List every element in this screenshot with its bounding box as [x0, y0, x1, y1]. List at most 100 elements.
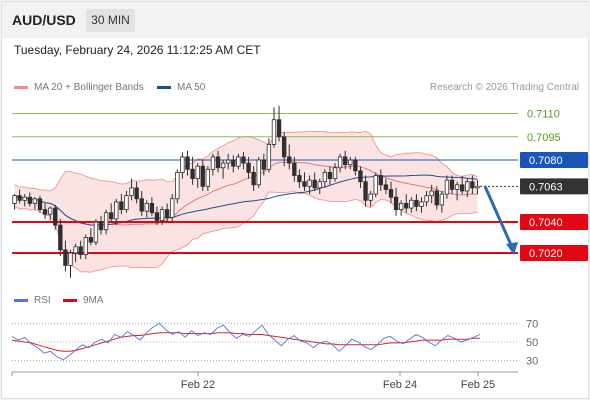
candle-body	[73, 246, 78, 254]
interval-button[interactable]: 30 MIN	[86, 9, 135, 32]
legend-swatch-rsi	[14, 299, 28, 302]
header-bar: AUD/USD 30 MIN	[2, 2, 590, 38]
candle-body	[439, 193, 445, 206]
candle-body	[144, 202, 149, 212]
candle-body	[292, 162, 297, 176]
candle-body	[210, 156, 216, 170]
candle-body	[256, 159, 261, 186]
symbol-label: AUD/USD	[12, 12, 76, 28]
candle-body	[322, 171, 328, 183]
candle-body	[419, 201, 424, 207]
candle-body	[47, 207, 53, 215]
candle-body	[353, 159, 358, 172]
legend-rsi: RSI	[14, 295, 51, 306]
legend-ma50: MA 50	[157, 82, 205, 93]
forecast-arrow-shaft	[483, 185, 514, 248]
candle-body	[164, 209, 170, 218]
candle-body	[22, 196, 27, 201]
candle-body	[363, 181, 368, 201]
candle-body	[129, 187, 134, 197]
candle-body	[337, 156, 343, 169]
candle-body	[393, 196, 399, 210]
legend-label-rsi: RSI	[34, 295, 51, 306]
candle-body	[114, 201, 119, 220]
candle-body	[470, 181, 475, 189]
candle-body	[88, 237, 94, 243]
candle-body	[343, 156, 348, 166]
candle-body	[475, 185, 480, 189]
forecast-arrow-head	[506, 242, 518, 255]
candle-body	[78, 246, 83, 255]
x-tick-label: Feb 24	[383, 379, 417, 391]
candle-body	[383, 184, 389, 190]
legend-ma20-bollinger: MA 20 + Bollinger Bands	[14, 82, 144, 93]
candle-body	[373, 175, 378, 195]
legend-swatch-ma50	[157, 86, 171, 89]
candle-body	[226, 159, 231, 164]
candle-body	[17, 195, 22, 201]
candle-body	[236, 156, 241, 167]
candle-body	[119, 201, 124, 211]
level-badge-0.7020	[520, 245, 588, 261]
candle-body	[139, 198, 144, 212]
candle-body	[53, 207, 58, 226]
current-price-badge	[520, 178, 588, 195]
candle-body	[149, 202, 155, 214]
candle-body	[68, 252, 73, 266]
candle-body	[109, 212, 114, 220]
candle-body	[276, 119, 282, 138]
candle-body	[398, 202, 404, 210]
x-tick-label: Feb 25	[461, 379, 495, 391]
candle-body	[175, 171, 180, 200]
rsi-tick-30: 30	[526, 356, 538, 368]
candle-body	[434, 190, 439, 206]
candle-body	[37, 198, 43, 211]
candle-body	[93, 221, 99, 243]
legend-label-9ma: 9MA	[83, 295, 104, 306]
candle-body	[348, 159, 353, 166]
x-tick-label: Feb 22	[181, 379, 215, 391]
candle-body	[414, 199, 419, 207]
candle-body	[287, 156, 292, 164]
candle-body	[424, 195, 429, 203]
candle-body	[231, 159, 236, 167]
candle-body	[460, 184, 465, 192]
ma50-line	[14, 174, 478, 226]
level-badge-0.7080	[520, 152, 588, 168]
candle-body	[312, 179, 317, 189]
level-label-0.7110: 0.7110	[527, 109, 560, 121]
candle-body	[251, 171, 256, 186]
rsi-tick-70: 70	[526, 318, 538, 330]
legend-9ma: 9MA	[63, 295, 104, 306]
level-label-0.7095: 0.7095	[527, 132, 561, 144]
candle-body	[180, 156, 185, 173]
candle-body	[266, 144, 272, 170]
legend-label-ma50: MA 50	[177, 82, 206, 93]
candle-body	[444, 179, 450, 195]
candle-body	[317, 181, 322, 189]
candle-body	[190, 168, 195, 180]
candle-body	[220, 162, 226, 169]
candle-body	[185, 156, 190, 170]
level-badge-0.7040	[520, 214, 588, 230]
candle-body	[103, 212, 109, 231]
copyright-label: Research © 2026 Trading Central	[429, 82, 579, 93]
candle-body	[429, 190, 434, 197]
candle-body	[12, 195, 17, 204]
candle-body	[332, 167, 338, 180]
candle-body	[302, 181, 307, 187]
candle-body	[409, 199, 414, 209]
level-label-0.7020: 0.7020	[529, 248, 563, 260]
candle-body	[200, 165, 205, 187]
candle-body	[98, 221, 104, 231]
candle-body	[449, 179, 455, 190]
candle-body	[297, 175, 302, 183]
candle-body	[454, 184, 460, 190]
candle-body	[124, 195, 129, 210]
candle-body	[154, 212, 160, 221]
candle-body	[378, 175, 383, 186]
candle-body	[241, 156, 246, 164]
candle-body	[83, 237, 88, 255]
